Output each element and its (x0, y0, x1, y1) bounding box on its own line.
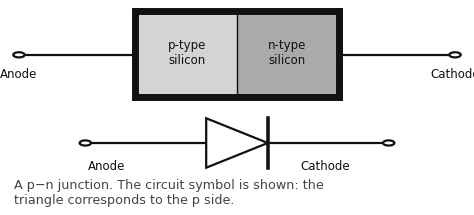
Circle shape (13, 52, 25, 57)
Text: A p−n junction. The circuit symbol is shown: the
triangle corresponds to the p s: A p−n junction. The circuit symbol is sh… (14, 180, 324, 207)
Text: Anode: Anode (0, 68, 37, 81)
Bar (135, 11, 237, 97)
Circle shape (449, 52, 461, 57)
Text: Cathode: Cathode (430, 68, 474, 81)
Circle shape (80, 140, 91, 146)
Text: Anode: Anode (88, 160, 125, 173)
Bar (135, 11, 339, 97)
Circle shape (383, 140, 394, 146)
Text: p-type
silicon: p-type silicon (168, 39, 206, 67)
Polygon shape (206, 118, 268, 168)
Text: n-type
silicon: n-type silicon (268, 39, 306, 67)
Text: Cathode: Cathode (300, 160, 349, 173)
Bar (237, 11, 339, 97)
